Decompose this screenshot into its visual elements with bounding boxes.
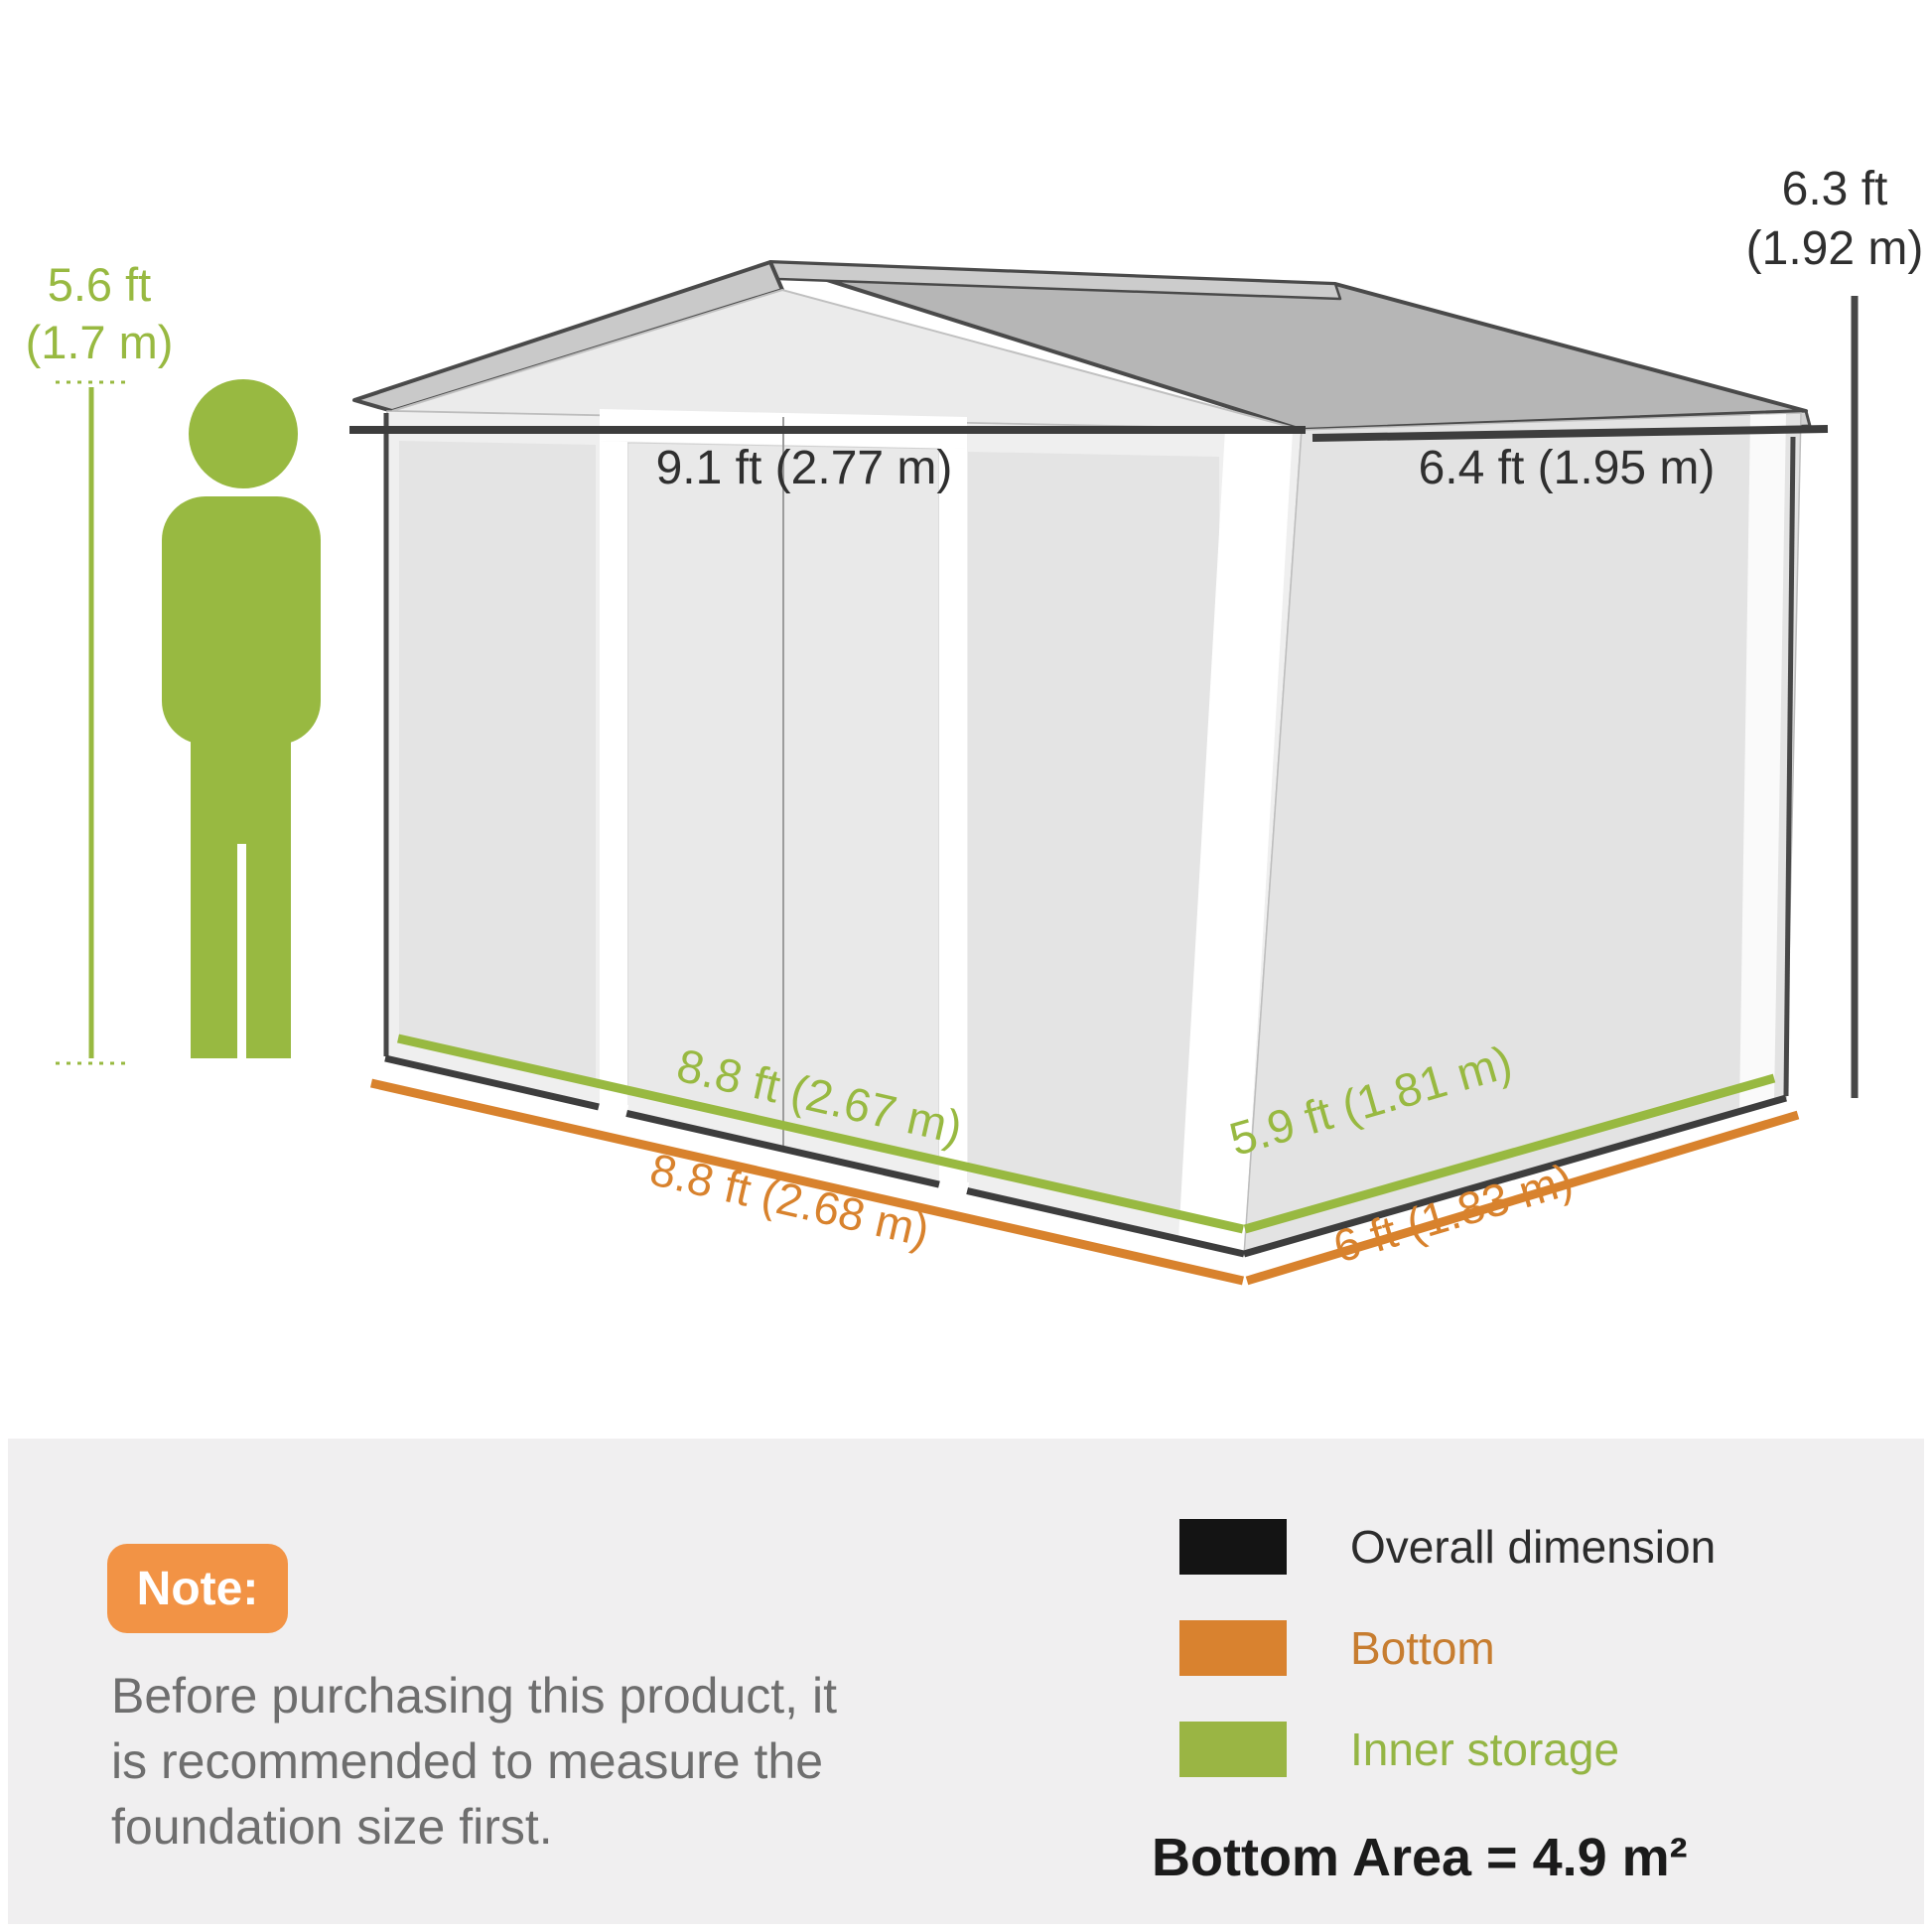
person-figure [162, 379, 321, 1058]
person-torso [162, 496, 321, 745]
legend-label-bottom: Bottom [1350, 1622, 1495, 1674]
front-corner-trim [1178, 429, 1293, 1255]
overall-height-m-label: (1.92 m) [1746, 222, 1924, 275]
note-line: is recommended to measure the [111, 1733, 824, 1789]
info-panel: Note: Before purchasing this product, it… [8, 1439, 1924, 1924]
person-height-m-label: (1.7 m) [26, 316, 174, 368]
legend-swatch-overall-dimension [1179, 1519, 1287, 1575]
note-line: foundation size first. [111, 1799, 553, 1855]
front-bottom-edge [384, 1054, 1245, 1258]
front-wall-left-panel [399, 441, 596, 1081]
bottom-depth-line [1245, 1110, 1800, 1286]
note-text: Before purchasing this product, it is re… [111, 1663, 837, 1860]
door-right-trim [939, 448, 967, 1203]
bottom-width-line [370, 1078, 1244, 1286]
door-threshold-gap-left [596, 1098, 629, 1123]
note-line: Before purchasing this product, it [111, 1668, 837, 1724]
legend-row-inner-storage: Inner storage [1179, 1722, 1619, 1777]
person-leg-gap [237, 844, 246, 1058]
inner-width-line [397, 1034, 1244, 1234]
note-badge: Note: [107, 1544, 288, 1633]
overall-height-ft-label: 6.3 ft [1782, 163, 1888, 215]
shed-diagram: 5.6 ft (1.7 m) 6.3 ft (1.92 m) 9.1 ft (2… [26, 163, 1924, 1286]
legend-label-inner-storage: Inner storage [1350, 1724, 1620, 1775]
legend-swatch-inner-storage [1179, 1722, 1287, 1777]
legend-row-bottom: Bottom [1179, 1620, 1495, 1676]
front-wall-right-panel [968, 452, 1219, 1220]
door-threshold-gap-right [936, 1175, 970, 1200]
legend-swatch-bottom [1179, 1620, 1287, 1676]
side-wall-right-edge [1783, 436, 1796, 1097]
legend-row-overall-dimension: Overall dimension [1179, 1519, 1716, 1575]
inner-depth-line [1243, 1073, 1776, 1234]
side-depth-line [1311, 425, 1829, 442]
person-height-ft-label: 5.6 ft [48, 258, 152, 311]
front-width-label: 9.1 ft (2.77 m) [656, 442, 953, 494]
side-bottom-edge [1243, 1094, 1787, 1258]
bottom-area-text: Bottom Area = 4.9 m² [1152, 1828, 1688, 1887]
person-head [189, 379, 298, 488]
legend-label-overall-dimension: Overall dimension [1350, 1521, 1717, 1573]
side-depth-label: 6.4 ft (1.95 m) [1419, 442, 1716, 494]
note-badge-label: Note: [136, 1562, 259, 1615]
side-wall-corner-trim [1739, 414, 1786, 1111]
door-left-trim [600, 441, 627, 1124]
